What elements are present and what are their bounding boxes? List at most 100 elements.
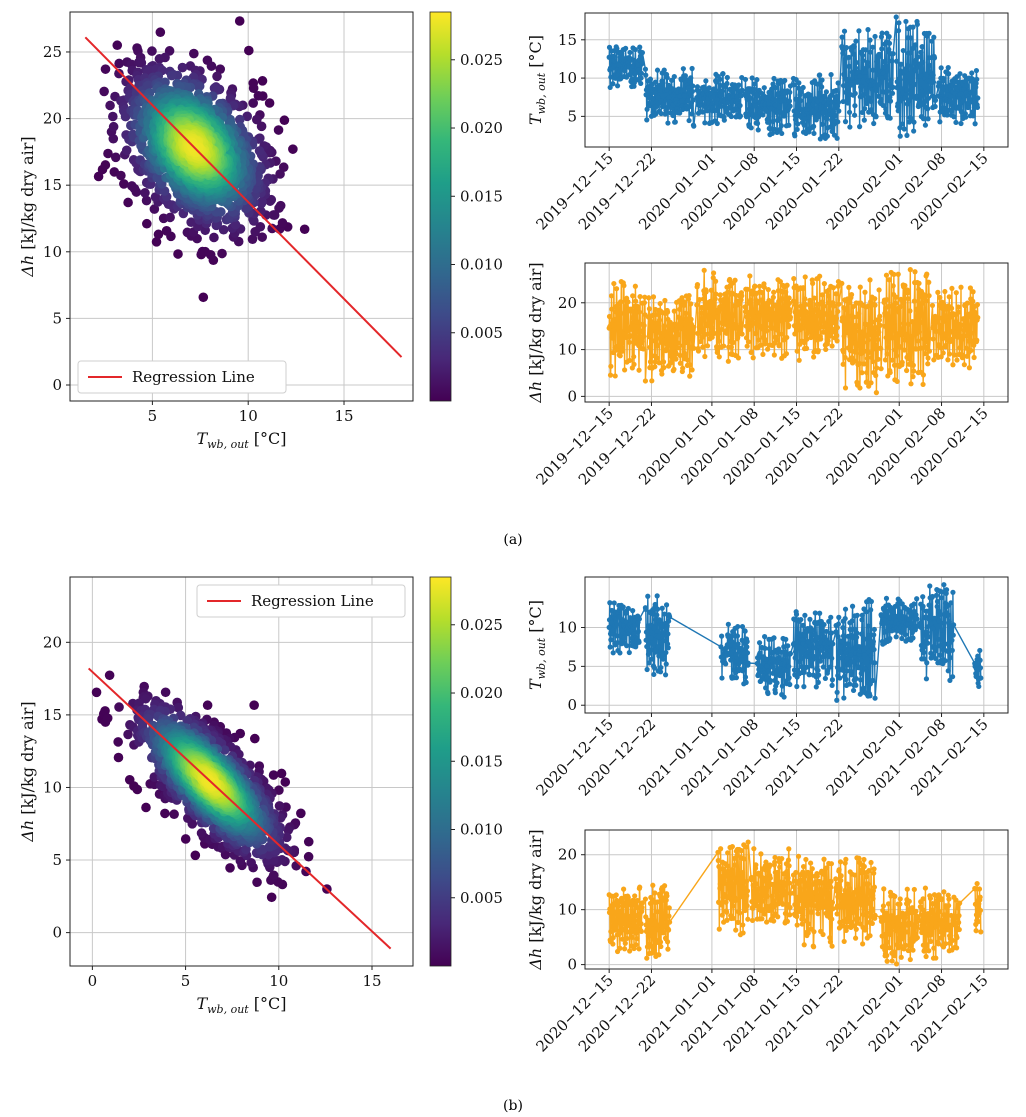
- series-point: [823, 89, 829, 95]
- series-point: [650, 294, 657, 300]
- series-point: [865, 59, 871, 66]
- series-point: [633, 298, 639, 304]
- series-point: [887, 98, 894, 104]
- series-point: [779, 130, 785, 137]
- series-point: [870, 44, 876, 50]
- series-point: [904, 132, 910, 139]
- series-point: [639, 339, 645, 345]
- colorbar-tick-label: 0.015: [460, 187, 503, 205]
- series-point: [622, 68, 628, 74]
- series-point: [811, 295, 817, 301]
- series-point: [772, 311, 778, 317]
- series-point: [688, 75, 694, 81]
- series-point: [748, 297, 754, 303]
- series-point: [671, 366, 677, 372]
- series-point: [888, 77, 894, 83]
- series-point: [647, 76, 654, 82]
- series-point: [762, 337, 768, 343]
- series-point: [742, 76, 749, 83]
- series-point: [656, 360, 662, 366]
- series-point: [861, 361, 867, 367]
- series-point: [664, 75, 670, 81]
- series-point: [931, 55, 938, 61]
- series-point: [937, 294, 943, 301]
- series-point: [897, 133, 903, 139]
- series-point: [851, 112, 858, 118]
- series-point: [890, 51, 896, 57]
- series-point: [786, 295, 792, 301]
- series-point: [608, 74, 614, 80]
- series-point: [691, 123, 697, 129]
- series-point: [759, 290, 765, 296]
- series-point: [833, 87, 839, 94]
- series-point: [898, 61, 904, 67]
- series-point: [871, 120, 877, 127]
- series-point: [866, 349, 872, 356]
- series-point: [751, 86, 757, 92]
- scatter-point: [121, 145, 132, 156]
- scatter-point: [248, 98, 258, 108]
- series-point: [856, 310, 862, 317]
- series-point: [920, 372, 927, 378]
- series-point: [924, 338, 930, 345]
- series-point: [881, 58, 887, 65]
- scatter-point: [147, 46, 157, 56]
- series-point: [765, 286, 771, 293]
- scatter-point: [173, 249, 183, 259]
- series-point: [889, 357, 896, 363]
- series-point: [910, 319, 916, 325]
- series-point: [828, 310, 835, 316]
- series-point: [919, 44, 925, 50]
- series-point: [900, 47, 906, 54]
- series-point: [907, 267, 913, 273]
- x-tick-label: 2020−02−15: [907, 404, 991, 488]
- series-point: [794, 126, 800, 133]
- series-point: [742, 304, 748, 310]
- series-point: [716, 354, 722, 360]
- scatter-point: [190, 850, 201, 861]
- series-point: [892, 300, 899, 306]
- series-point: [963, 114, 969, 120]
- series-point: [819, 292, 825, 298]
- series-point: [769, 325, 775, 331]
- series-point: [968, 330, 975, 336]
- series-point: [895, 28, 902, 34]
- scatter-point: [186, 217, 196, 228]
- series-point: [630, 293, 636, 299]
- series-point: [825, 338, 831, 344]
- enthalpy-timeseries-a: 010202019−12−152019−12−222020−01−012020−…: [526, 262, 1009, 489]
- series-point: [938, 65, 944, 71]
- scatter-point: [230, 219, 241, 230]
- series-point: [749, 75, 755, 81]
- series-point: [925, 361, 931, 367]
- series-point: [918, 49, 924, 55]
- series-point: [687, 373, 693, 379]
- series-point: [879, 46, 885, 52]
- scatter-point: [257, 232, 267, 242]
- scatter-point: [189, 48, 199, 59]
- scatter-point: [151, 237, 162, 247]
- series-point: [724, 297, 730, 303]
- series-point: [965, 104, 971, 111]
- series-point: [767, 91, 773, 97]
- series-point: [770, 294, 776, 300]
- series-point: [688, 301, 694, 307]
- series-point: [655, 325, 662, 331]
- series-point: [755, 127, 761, 133]
- series-point: [911, 298, 917, 304]
- y-axis-label-unit: [kJ/kg dry air]: [18, 136, 37, 254]
- series-point: [920, 59, 926, 66]
- colorbar-tick-label: 0.005: [460, 324, 503, 342]
- series-point: [908, 381, 914, 387]
- series-point: [881, 64, 888, 70]
- series-point: [677, 360, 683, 366]
- series-point: [970, 298, 976, 304]
- series-point: [873, 372, 879, 379]
- series-point: [663, 333, 670, 339]
- series-point: [627, 49, 633, 56]
- series-point: [804, 310, 811, 316]
- series-point: [641, 333, 647, 339]
- series-point: [763, 108, 769, 114]
- series-point: [901, 347, 907, 353]
